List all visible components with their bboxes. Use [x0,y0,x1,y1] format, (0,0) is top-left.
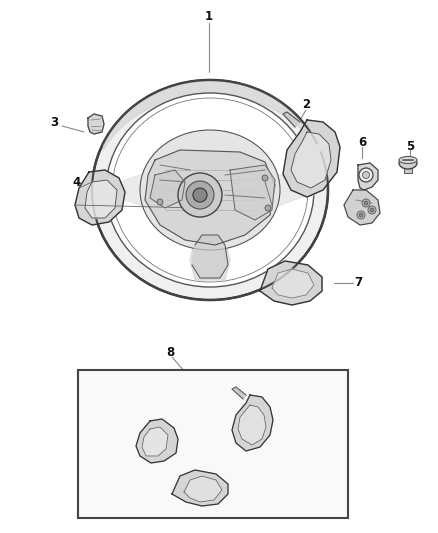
Text: 2: 2 [302,99,310,111]
Polygon shape [260,261,322,305]
Text: 7: 7 [354,276,362,288]
Polygon shape [75,170,125,225]
Polygon shape [232,395,273,451]
Polygon shape [105,172,190,208]
Text: 1: 1 [205,10,213,22]
Polygon shape [238,405,266,445]
Polygon shape [232,387,246,399]
Polygon shape [85,180,117,218]
Polygon shape [88,114,104,134]
Ellipse shape [106,93,314,287]
Circle shape [362,199,370,207]
Text: 4: 4 [73,175,81,189]
Circle shape [357,211,365,219]
Polygon shape [291,132,331,188]
Polygon shape [150,170,185,208]
Circle shape [193,188,207,202]
Polygon shape [283,112,300,127]
Polygon shape [192,235,228,278]
Bar [404,165,412,173]
Circle shape [359,168,373,182]
Polygon shape [145,150,275,245]
Polygon shape [190,210,230,280]
Text: 3: 3 [50,117,58,130]
Circle shape [157,199,163,205]
Bar [78,370,348,518]
Circle shape [370,208,374,212]
Text: 8: 8 [166,345,174,359]
Polygon shape [136,419,178,463]
Polygon shape [184,476,222,502]
Polygon shape [358,163,378,190]
Ellipse shape [399,157,417,169]
Text: 5: 5 [406,140,414,152]
Circle shape [186,181,214,209]
Text: 6: 6 [358,135,366,149]
Polygon shape [344,190,380,225]
Polygon shape [230,172,315,208]
Polygon shape [283,120,340,197]
Circle shape [262,175,268,181]
Circle shape [265,205,271,211]
Circle shape [363,172,370,179]
Ellipse shape [140,130,280,250]
Polygon shape [172,470,228,506]
Circle shape [178,173,222,217]
Circle shape [364,201,368,205]
Ellipse shape [399,157,417,164]
Circle shape [368,206,376,214]
Ellipse shape [92,80,328,300]
Circle shape [359,213,363,217]
Polygon shape [142,427,168,456]
Polygon shape [272,269,314,298]
Polygon shape [230,165,275,220]
